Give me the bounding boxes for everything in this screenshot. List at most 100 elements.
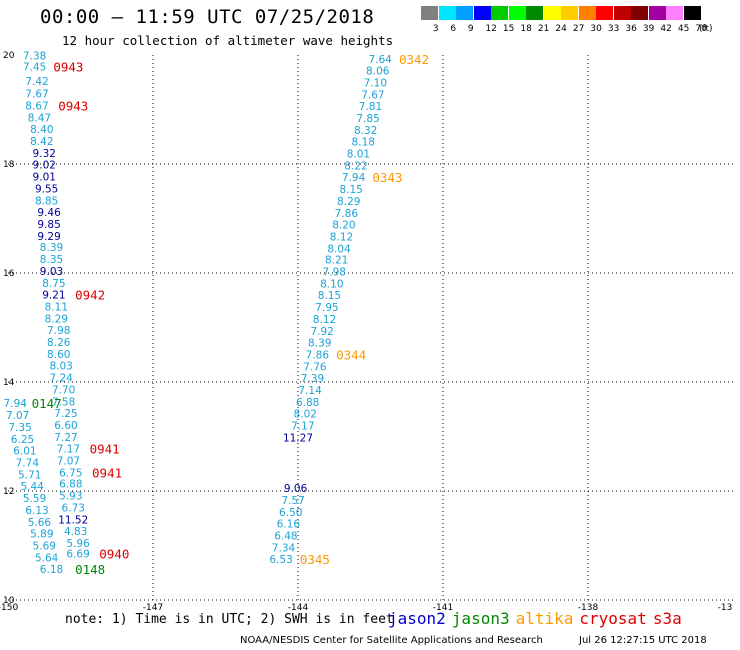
map-subtitle: 12 hour collection of altimeter wave hei…: [62, 33, 394, 48]
pass-time-label: 0345: [300, 552, 330, 567]
pass-time-label: 0342: [399, 52, 429, 67]
wave-height-value: 6.53: [269, 554, 292, 566]
wave-height-value: 5.59: [23, 493, 46, 505]
wave-height-value: 7.67: [361, 90, 384, 102]
wave-height-value: 7.86: [335, 208, 359, 220]
wave-height-value: 8.32: [354, 125, 377, 137]
pass-time-label: 0148: [75, 562, 105, 577]
latitude-label: 20: [3, 51, 15, 61]
color-scale-label: 18: [520, 24, 532, 34]
color-swatch: [631, 6, 648, 20]
wave-height-value: 7.27: [54, 432, 77, 444]
color-scale-label: 36: [625, 24, 637, 34]
latitude-label: 10: [3, 596, 15, 606]
wave-height-value: 8.15: [339, 184, 362, 196]
wave-height-value: 7.85: [356, 113, 379, 125]
wave-height-value: 5.71: [18, 469, 41, 481]
wave-height-value: 5.64: [35, 552, 59, 564]
pass-time-label: 0940: [99, 546, 129, 561]
wave-height-value: 8.35: [40, 254, 63, 266]
color-swatch: [456, 6, 473, 20]
pass-time-label: 0943: [58, 99, 88, 114]
wave-height-value: 7.74: [16, 457, 40, 469]
wave-height-value: 4.83: [64, 526, 87, 538]
wave-height-value: 5.89: [30, 528, 53, 540]
color-swatch: [473, 6, 491, 20]
color-swatch: [508, 6, 526, 20]
color-scale-label: 33: [607, 24, 620, 34]
wave-height-value: 6.69: [66, 548, 89, 560]
wave-height-value: 8.60: [47, 349, 70, 361]
wave-height-value: 7.14: [298, 385, 322, 397]
longitude-label: -150: [0, 603, 18, 613]
wave-height-value: 7.07: [6, 410, 29, 422]
wave-height-value: 9.21: [42, 290, 65, 302]
wave-height-value: 9.03: [40, 266, 63, 278]
wave-height-value: 8.40: [30, 124, 53, 136]
wave-height-value: 7.98: [47, 325, 70, 337]
wave-height-value: 8.29: [45, 314, 68, 326]
wave-height-value: 8.03: [49, 360, 72, 372]
longitude-label: -13: [718, 603, 733, 613]
wave-height-value: 5.96: [66, 538, 90, 550]
wave-height-value: 9.29: [37, 231, 60, 243]
color-scale-label: 6: [450, 24, 457, 34]
pass-time-label: 0344: [336, 348, 366, 363]
color-swatch: [526, 6, 543, 20]
color-swatch: [421, 6, 438, 20]
color-scale-label: 45: [677, 24, 690, 34]
color-scale-label: 21: [537, 24, 550, 34]
color-swatch: [613, 6, 631, 20]
wave-height-value: 8.75: [42, 278, 65, 290]
wave-height-value: 8.15: [318, 290, 341, 302]
longitude-label: -141: [433, 603, 453, 613]
wave-height-value: 7.35: [8, 422, 31, 434]
color-scale-label: 27: [572, 24, 585, 34]
wave-height-value: 11.52: [58, 515, 88, 527]
pass-time-label: 0942: [75, 288, 105, 303]
wave-height-value: 8.21: [325, 255, 348, 267]
color-swatch: [596, 6, 613, 20]
color-scale-label: 30: [590, 24, 602, 34]
wave-height-value: 5.44: [20, 481, 44, 493]
color-scale-label: 9: [467, 24, 474, 34]
wave-height-value: 7.07: [57, 455, 80, 467]
wave-height-value: 7.95: [315, 302, 338, 314]
pass-time-label: 0941: [90, 441, 120, 456]
wave-height-value: 5.93: [59, 491, 82, 503]
color-swatch: [578, 6, 596, 20]
wave-height-value: 7.70: [52, 384, 75, 396]
pass-time-label: 0943: [53, 59, 83, 74]
latitude-label: 18: [3, 160, 15, 170]
longitude-label: -138: [578, 603, 599, 613]
wave-height-value: 7.64: [368, 54, 392, 66]
wave-height-value: 7.34: [272, 542, 296, 554]
color-swatch: [648, 6, 666, 20]
wave-height-value: 6.75: [59, 467, 82, 479]
wave-height-value: 7.25: [54, 408, 77, 420]
color-scale-label: 24: [555, 24, 567, 34]
latitude-label: 16: [3, 269, 15, 279]
color-scale-label: 42: [660, 24, 672, 34]
wave-height-value: 7.58: [52, 396, 75, 408]
wave-height-value: 8.04: [327, 243, 351, 255]
wave-height-value: 7.92: [310, 326, 333, 338]
wave-height-value: 8.12: [313, 314, 336, 326]
wave-height-value: 5.69: [33, 540, 56, 552]
wave-height-value: 8.29: [337, 196, 360, 208]
longitude-label: -147: [143, 603, 163, 613]
wave-height-value: 6.16: [277, 519, 301, 531]
wave-height-value: 7.10: [364, 78, 387, 90]
color-scale-unit: (ft): [699, 24, 713, 34]
wave-height-value: 7.24: [49, 372, 73, 384]
credit-line: NOAA/NESDIS Center for Satellite Applica…: [240, 635, 543, 646]
wave-height-value: 9.85: [37, 219, 60, 231]
color-swatch: [683, 6, 701, 20]
satellite-legend: jason2 jason3 altika cryosat s3a: [388, 609, 688, 628]
latitude-label: 14: [3, 378, 15, 388]
wave-height-value: 8.12: [330, 231, 353, 243]
wave-height-value: 8.22: [344, 160, 367, 172]
map-title: 00:00 – 11:59 UTC 07/25/2018: [40, 6, 375, 28]
wave-height-value: 8.02: [294, 408, 317, 420]
